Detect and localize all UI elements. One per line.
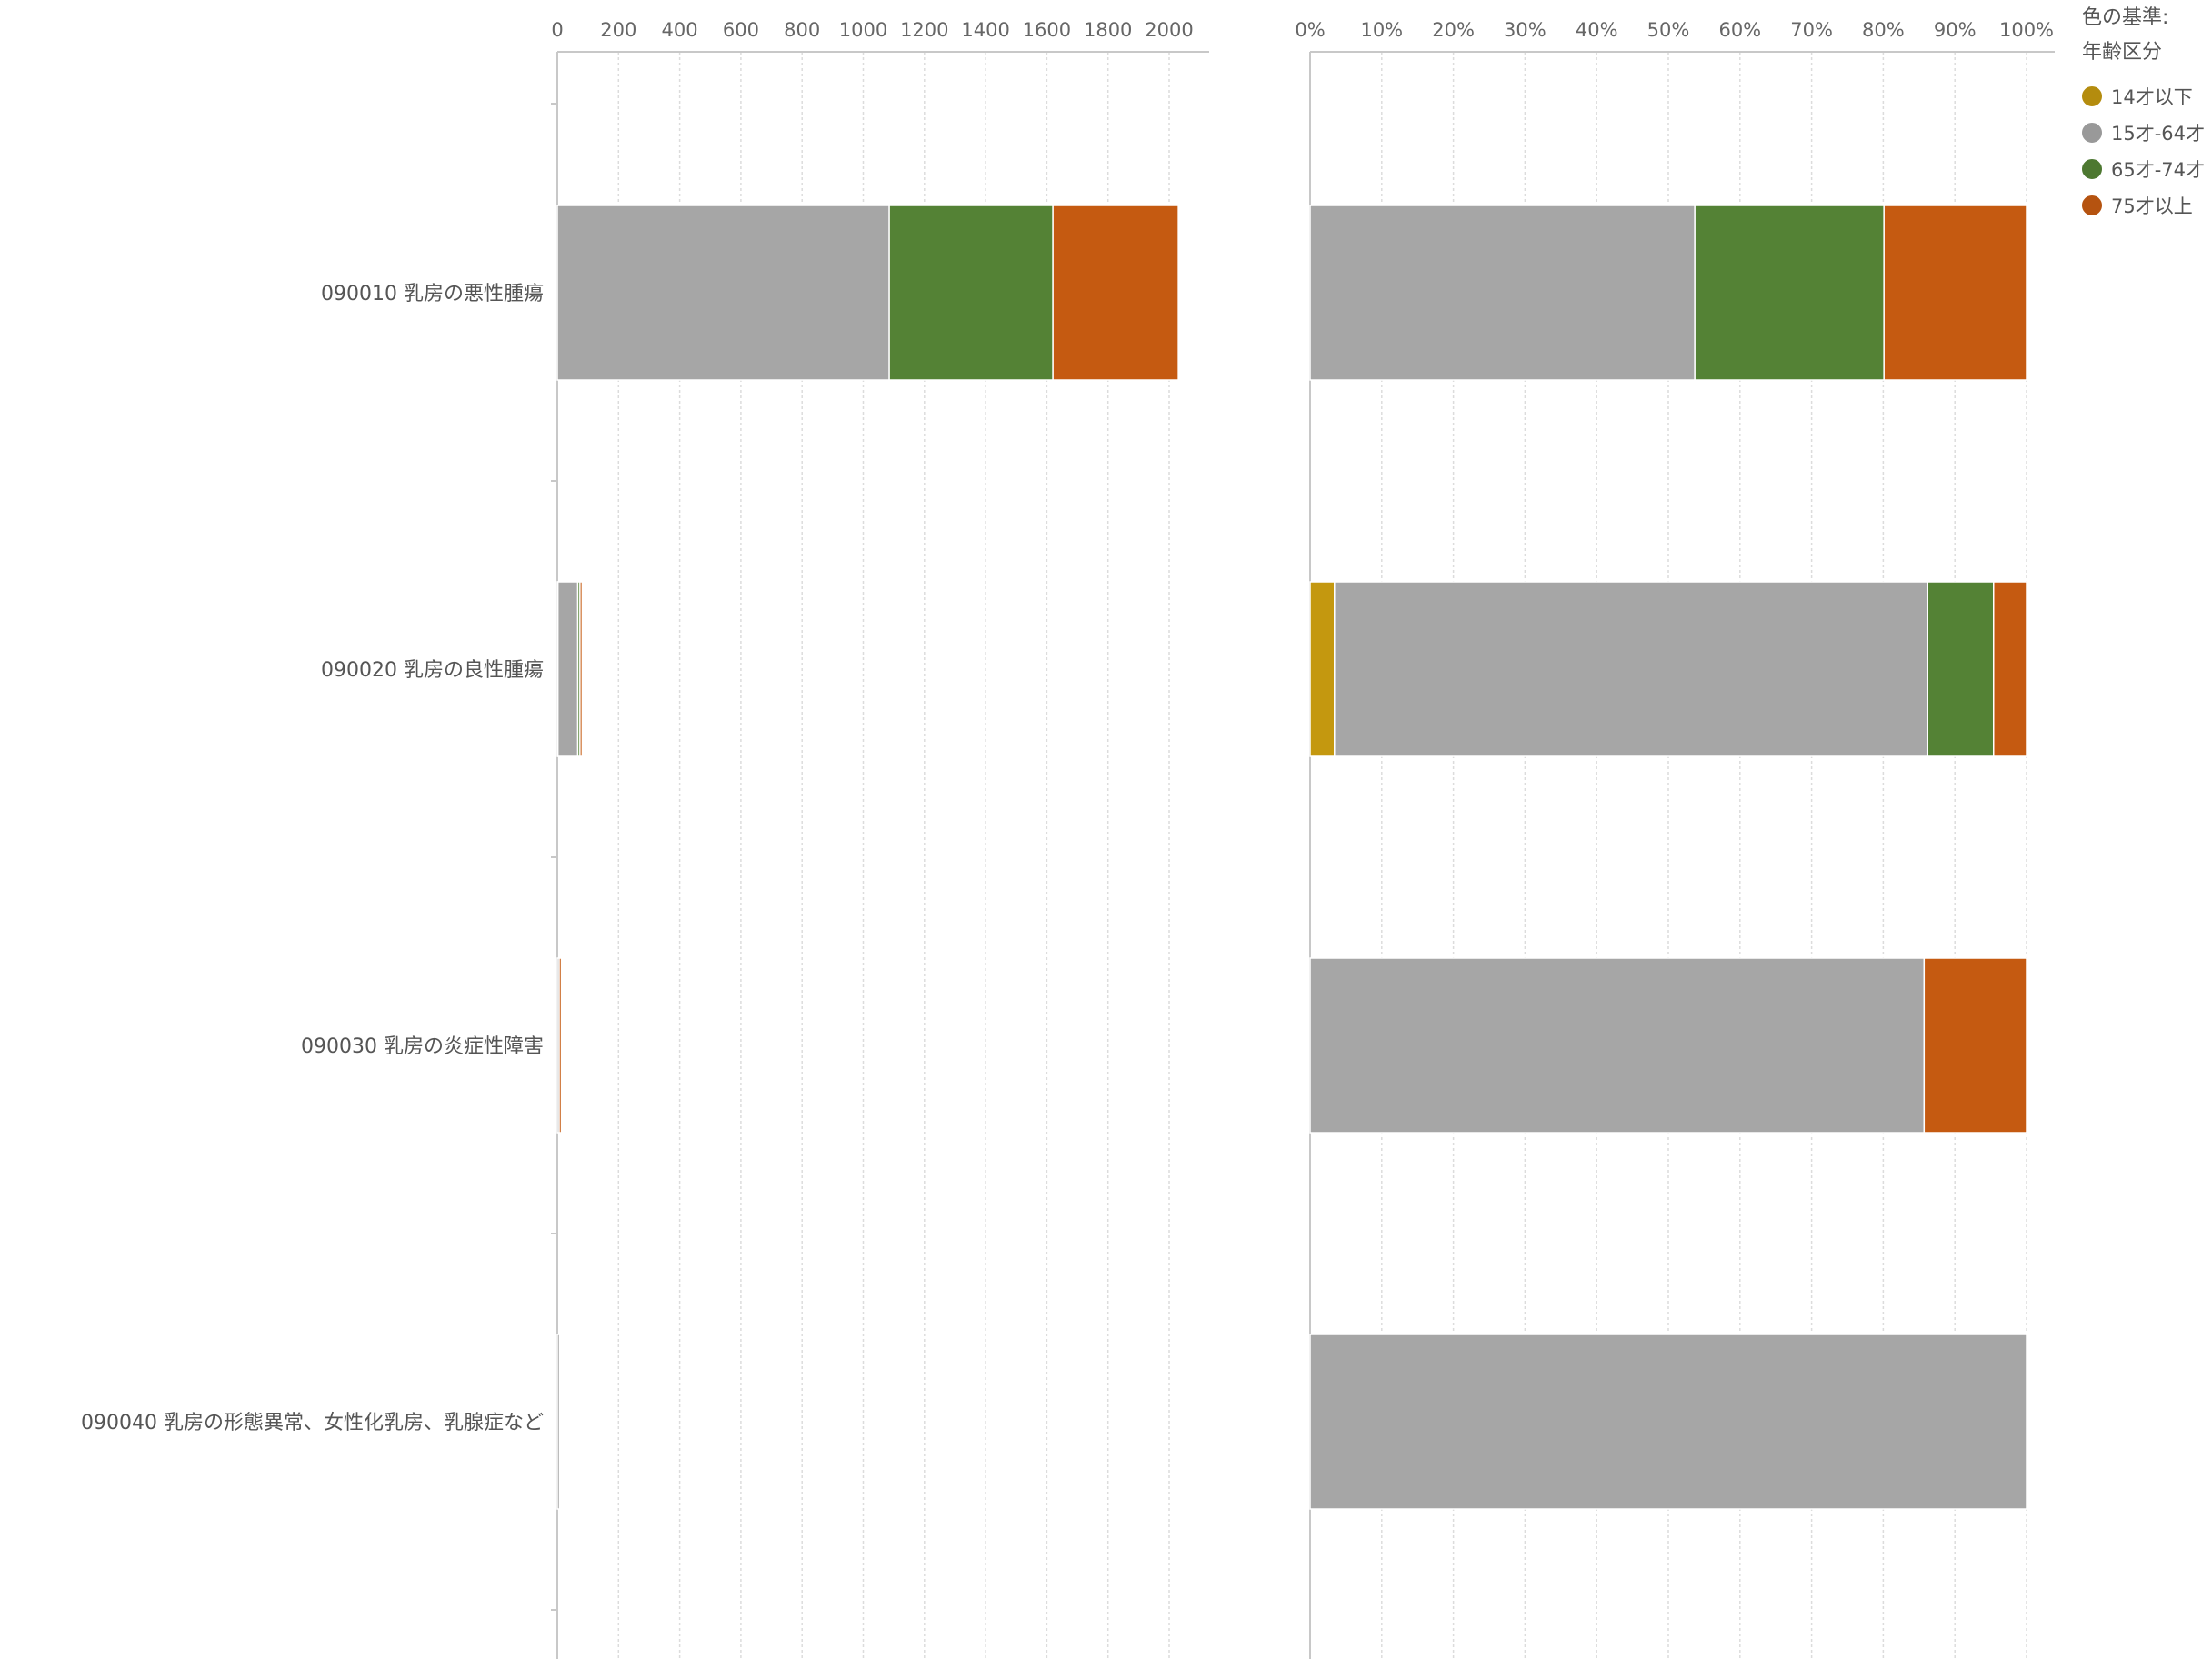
legend-label: 14才以下: [2111, 86, 2193, 108]
bar-segment: [556, 1334, 561, 1510]
x-tick-label: 400: [662, 19, 698, 41]
legend-label: 15才-64才: [2111, 123, 2206, 145]
legend-swatch-icon: [2082, 86, 2102, 106]
bar-segment: [1309, 1334, 2027, 1510]
absolute-count-panel: 0 200 400 600 800 1000 1200 1400 1600 1800 2000: [551, 19, 1209, 1659]
category-label: 090030 乳房の炎症性障害: [301, 1035, 544, 1058]
legend-subtitle: 年齢区分: [2082, 41, 2163, 64]
percentage-panel: 0% 10% 20% 30% 40% 50% 60% 70% 80% 90% 100%: [1295, 19, 2055, 1659]
x-tick-label: 1000: [839, 19, 887, 41]
category-labels: 090010 乳房の悪性腫瘍 090020 乳房の良性腫瘍 090030 乳房の炎症…: [81, 283, 544, 1434]
x-tick-label: 40%: [1576, 19, 1618, 41]
category-label: 090010 乳房の悪性腫瘍: [321, 283, 544, 305]
bar-segment: [1052, 205, 1179, 381]
x-tick-label: 60%: [1718, 19, 1761, 41]
bar-segment: [1993, 581, 2027, 757]
bar-segment: [1883, 205, 2027, 381]
category-label: 090020 乳房の良性腫瘍: [321, 659, 544, 682]
x-tick-label: 30%: [1504, 19, 1546, 41]
bar-segment: [1334, 581, 1929, 757]
legend-item[interactable]: 14才以下: [2082, 78, 2212, 115]
bar-segment: [556, 581, 579, 757]
category-label: 090040 乳房の形態異常、女性化乳房、乳腺症など: [81, 1412, 544, 1434]
x-tick-label: 80%: [1862, 19, 1905, 41]
x-tick-label: 1600: [1023, 19, 1071, 41]
legend-item[interactable]: 65才-74才: [2082, 151, 2212, 187]
x-tick-label: 1400: [961, 19, 1009, 41]
bar-segment: [1694, 205, 1885, 381]
x-tick-label: 90%: [1934, 19, 1977, 41]
bar-segment: [558, 957, 563, 1134]
x-tick-label: 10%: [1360, 19, 1403, 41]
x-tick-label: 200: [600, 19, 636, 41]
legend-swatch-icon: [2082, 123, 2102, 143]
bar-segment: [888, 205, 1054, 381]
x-tick-label: 0: [551, 19, 563, 41]
bar-segment: [556, 205, 890, 381]
legend-title: 色の基準:: [2082, 6, 2169, 29]
x-tick-label: 0%: [1295, 19, 1325, 41]
legend: 色の基準: 年齢区分 14才以下 15才-64才 65才-74才 75才以上: [2082, 5, 2212, 224]
bar-segment: [1927, 581, 1995, 757]
x-tick-label: 1200: [900, 19, 948, 41]
legend-swatch-icon: [2082, 195, 2102, 215]
x-tick-label: 20%: [1432, 19, 1475, 41]
legend-item[interactable]: 75才以上: [2082, 187, 2212, 224]
x-tick-label: 100%: [1999, 19, 2054, 41]
x-tick-label: 800: [784, 19, 820, 41]
bar-segment: [1309, 957, 1926, 1134]
legend-swatch-icon: [2082, 159, 2102, 179]
x-tick-label: 600: [723, 19, 759, 41]
x-tick-label: 70%: [1790, 19, 1833, 41]
legend-label: 65才-74才: [2111, 159, 2206, 181]
legend-label: 75才以上: [2111, 195, 2193, 217]
x-tick-label: 50%: [1647, 19, 1690, 41]
bar-segment: [1923, 957, 2027, 1134]
legend-item[interactable]: 15才-64才: [2082, 115, 2212, 151]
bar-segment: [579, 581, 584, 757]
x-tick-label: 2000: [1145, 19, 1193, 41]
bar-segment: [1309, 205, 1696, 381]
bar-segment: [1309, 581, 1336, 757]
x-tick-label: 1800: [1084, 19, 1132, 41]
